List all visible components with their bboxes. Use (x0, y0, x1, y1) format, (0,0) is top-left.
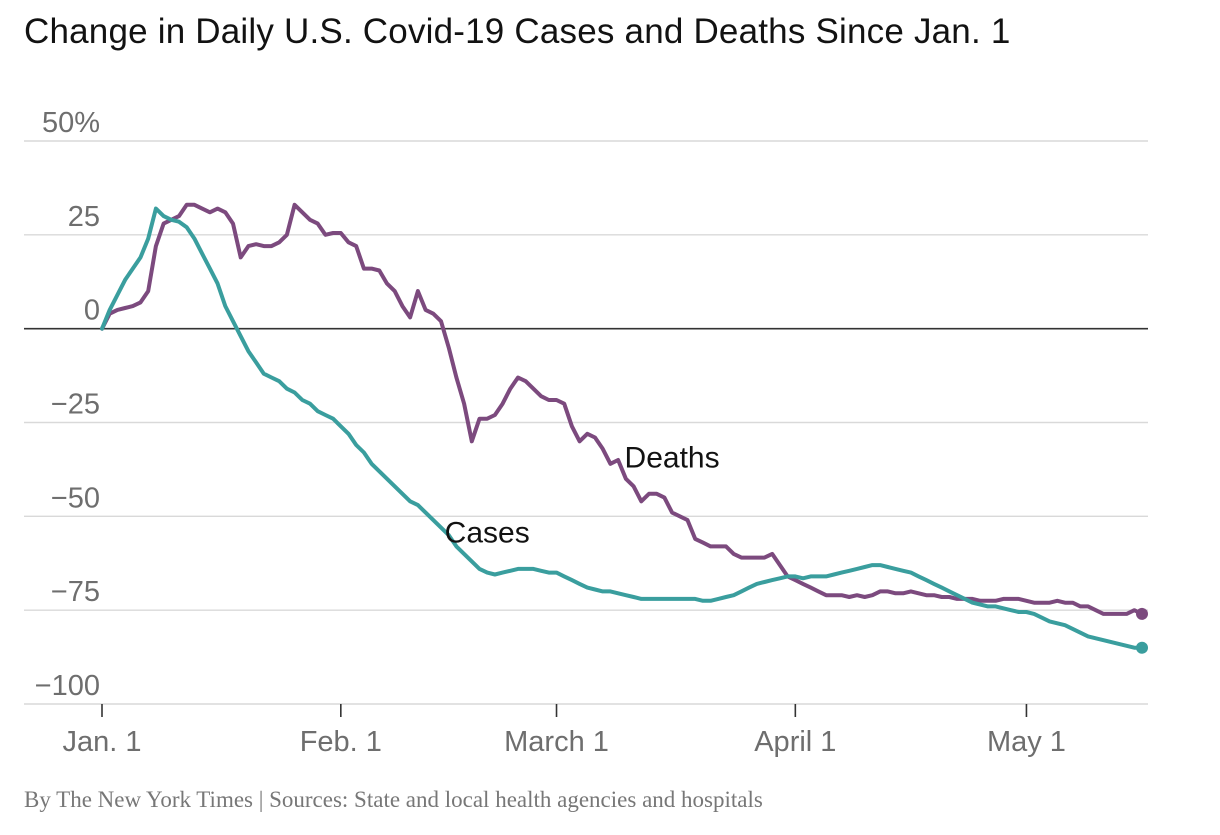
y-tick-label: −50 (51, 482, 100, 514)
y-tick-label: −75 (51, 576, 100, 608)
deaths-label: Deaths (625, 442, 720, 475)
y-tick-label: 50% (42, 107, 100, 139)
x-tick-label: May 1 (987, 726, 1066, 758)
cases-label: Cases (445, 517, 530, 550)
series-lines (100, 202, 1148, 654)
deaths-end-point (1136, 607, 1148, 620)
y-tick-label: −100 (35, 670, 100, 702)
y-axis: 50% 25 0 −25 −50 −75 −100 (35, 107, 100, 702)
source-credit: By The New York Times | Sources: State a… (24, 787, 763, 812)
x-tick-label: Jan. 1 (63, 726, 142, 758)
grid-lines (24, 140, 1148, 705)
cases-end-point (1136, 641, 1148, 654)
x-tick-label: April 1 (754, 726, 836, 758)
x-tick-label: March 1 (504, 726, 609, 758)
y-tick-label: 0 (84, 295, 100, 327)
x-tick-label: Feb. 1 (300, 726, 382, 758)
deaths-line (100, 202, 1144, 616)
y-tick-label: 25 (68, 201, 100, 233)
series-labels: Deaths Cases (445, 442, 720, 550)
line-chart: 50% 25 0 −25 −50 −75 −100 Jan. 1 Feb. 1 March 1 A… (24, 107, 1148, 758)
x-axis: Jan. 1 Feb. 1 March 1 April 1 May 1 (63, 704, 1066, 758)
y-tick-label: −25 (51, 389, 100, 421)
cases-line (100, 206, 1144, 650)
chart-title: Change in Daily U.S. Covid-19 Cases and … (24, 12, 1011, 51)
